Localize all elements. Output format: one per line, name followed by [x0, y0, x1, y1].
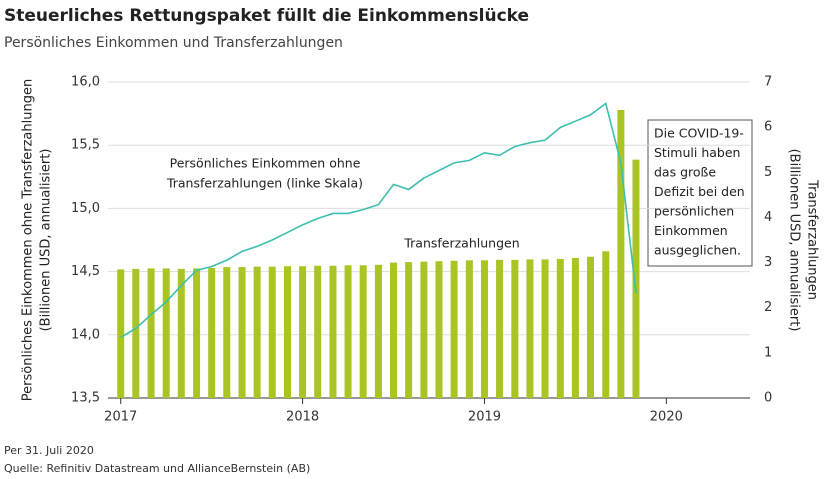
annotation: Die COVID-19- [654, 126, 744, 141]
bar [253, 266, 261, 398]
bar [450, 260, 458, 398]
bar [390, 262, 398, 398]
bar [314, 265, 322, 398]
bar [132, 268, 140, 398]
annotation: Einkommen [654, 223, 728, 238]
line [120, 102, 637, 339]
bar [223, 267, 231, 398]
annotation: das große [654, 165, 716, 180]
bar [602, 251, 610, 398]
bar [208, 267, 216, 398]
annotation: ausgeglichen. [654, 243, 741, 258]
bar [359, 265, 367, 398]
bar [193, 268, 201, 398]
x-tick-label: 2019 [468, 410, 501, 425]
y2-axis-title: Transferzahlungen [805, 179, 820, 300]
bar [284, 266, 292, 398]
x-tick-label: 2020 [650, 410, 683, 425]
annotation: Transferzahlungen (linke Skala) [166, 176, 363, 191]
bar [177, 268, 185, 398]
annotation-box [647, 119, 753, 267]
footnote: Quelle: Refinitiv Datastream und Allianc… [4, 462, 310, 475]
bar [496, 259, 504, 398]
y-axis-title: Persönliches Einkommen ohne Transferzahl… [21, 79, 36, 401]
bar [162, 268, 170, 398]
bar [374, 264, 382, 398]
x-tick-label: 2017 [104, 410, 137, 425]
annotation: Persönliches Einkommen ohne [170, 156, 361, 171]
bar [117, 269, 125, 398]
bar [480, 260, 488, 398]
y-tick-label: 14,0 [71, 327, 100, 342]
y2-axis-title: (Billionen USD, annualisiert) [787, 149, 802, 332]
bar [420, 261, 428, 398]
bar [344, 265, 352, 398]
y-axis-title: (Billionen USD, annualisiert) [39, 149, 54, 332]
bar [556, 258, 564, 398]
bar [147, 268, 155, 398]
bar [465, 260, 473, 398]
bar [541, 259, 549, 398]
y2-tick-label: 4 [764, 210, 772, 225]
y-tick-label: 15,5 [71, 138, 100, 153]
y2-tick-label: 3 [764, 255, 772, 270]
bar [511, 259, 519, 398]
annotation: Transferzahlungen [403, 236, 519, 251]
bar [435, 261, 443, 398]
bar [632, 159, 640, 398]
bar [268, 266, 276, 398]
bar [571, 258, 579, 398]
y2-tick-label: 0 [764, 391, 772, 406]
annotation: Stimuli haben [654, 145, 740, 160]
bar [587, 256, 595, 398]
x-tick-label: 2018 [286, 410, 319, 425]
bar [238, 267, 246, 398]
y2-tick-label: 6 [764, 120, 772, 135]
annotation: Defizit bei den [654, 184, 745, 199]
y2-tick-label: 7 [764, 75, 772, 90]
chart-subtitle: Persönliches Einkommen und Transferzahlu… [4, 35, 343, 51]
y2-tick-label: 5 [764, 165, 772, 180]
bar [329, 265, 337, 398]
bar [405, 262, 413, 398]
footnote: Per 31. Juli 2020 [4, 444, 94, 457]
bar [617, 109, 625, 398]
y-tick-label: 13,5 [71, 391, 100, 406]
y-tick-label: 16,0 [71, 75, 100, 90]
bar [299, 266, 307, 398]
chart-title: Steuerliches Rettungspaket füllt die Ein… [4, 6, 529, 26]
annotation: persönlichen [654, 204, 734, 219]
y2-tick-label: 1 [764, 345, 772, 360]
y2-tick-label: 2 [764, 300, 772, 315]
bar [526, 259, 534, 398]
y-tick-label: 14,5 [71, 264, 100, 279]
y-tick-label: 15,0 [71, 201, 100, 216]
